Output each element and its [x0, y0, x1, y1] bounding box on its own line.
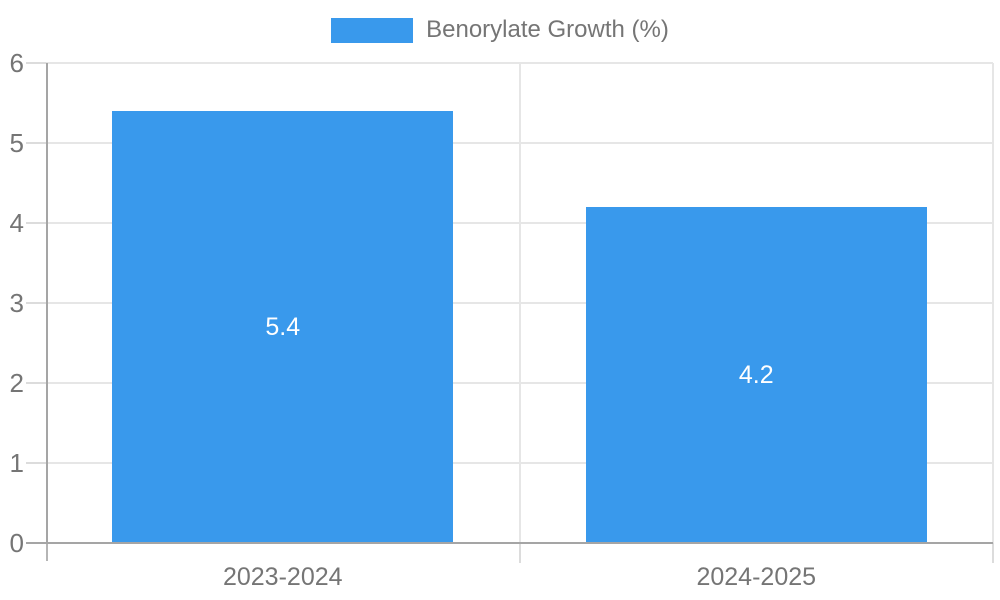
y-axis-line: [46, 63, 48, 543]
bar-2023-2024[interactable]: 5.4: [112, 111, 454, 543]
x-axis-label-2023-2024: 2023-2024: [222, 563, 343, 591]
y-tick-4: [26, 222, 46, 224]
legend-swatch: [331, 17, 414, 43]
y-tick-6: [26, 62, 46, 64]
gridline-x-1: [518, 63, 521, 543]
x-tick-0: [46, 543, 48, 561]
y-axis-label-4: 4: [9, 208, 24, 238]
y-tick-1: [26, 462, 46, 464]
y-tick-3: [26, 302, 46, 304]
y-axis-label-1: 1: [9, 448, 24, 478]
bar-value-label: 5.4: [265, 312, 301, 341]
y-axis-label-6: 6: [9, 48, 24, 78]
plot-area: 0 1 2 3 4 5 6 5.4 4.2 2023-2024 2024-2025: [10, 48, 994, 591]
y-axis-label-0: 0: [9, 528, 24, 558]
legend-label: Benorylate Growth (%): [426, 16, 669, 43]
y-axis-label-2: 2: [9, 368, 24, 398]
y-tick-2: [26, 382, 46, 384]
x-axis-label-2024-2025: 2024-2025: [696, 563, 817, 591]
y-axis-label-3: 3: [9, 288, 24, 318]
bar-2024-2025[interactable]: 4.2: [585, 207, 927, 543]
chart-legend[interactable]: Benorylate Growth (%): [0, 17, 1000, 43]
gridline-x-2: [992, 63, 994, 543]
y-axis-label-5: 5: [9, 128, 24, 158]
bar-value-label: 4.2: [738, 360, 774, 389]
x-axis-line: [26, 542, 993, 544]
x-tick-2: [992, 543, 994, 563]
y-tick-5: [26, 142, 46, 144]
x-tick-1: [518, 543, 521, 563]
